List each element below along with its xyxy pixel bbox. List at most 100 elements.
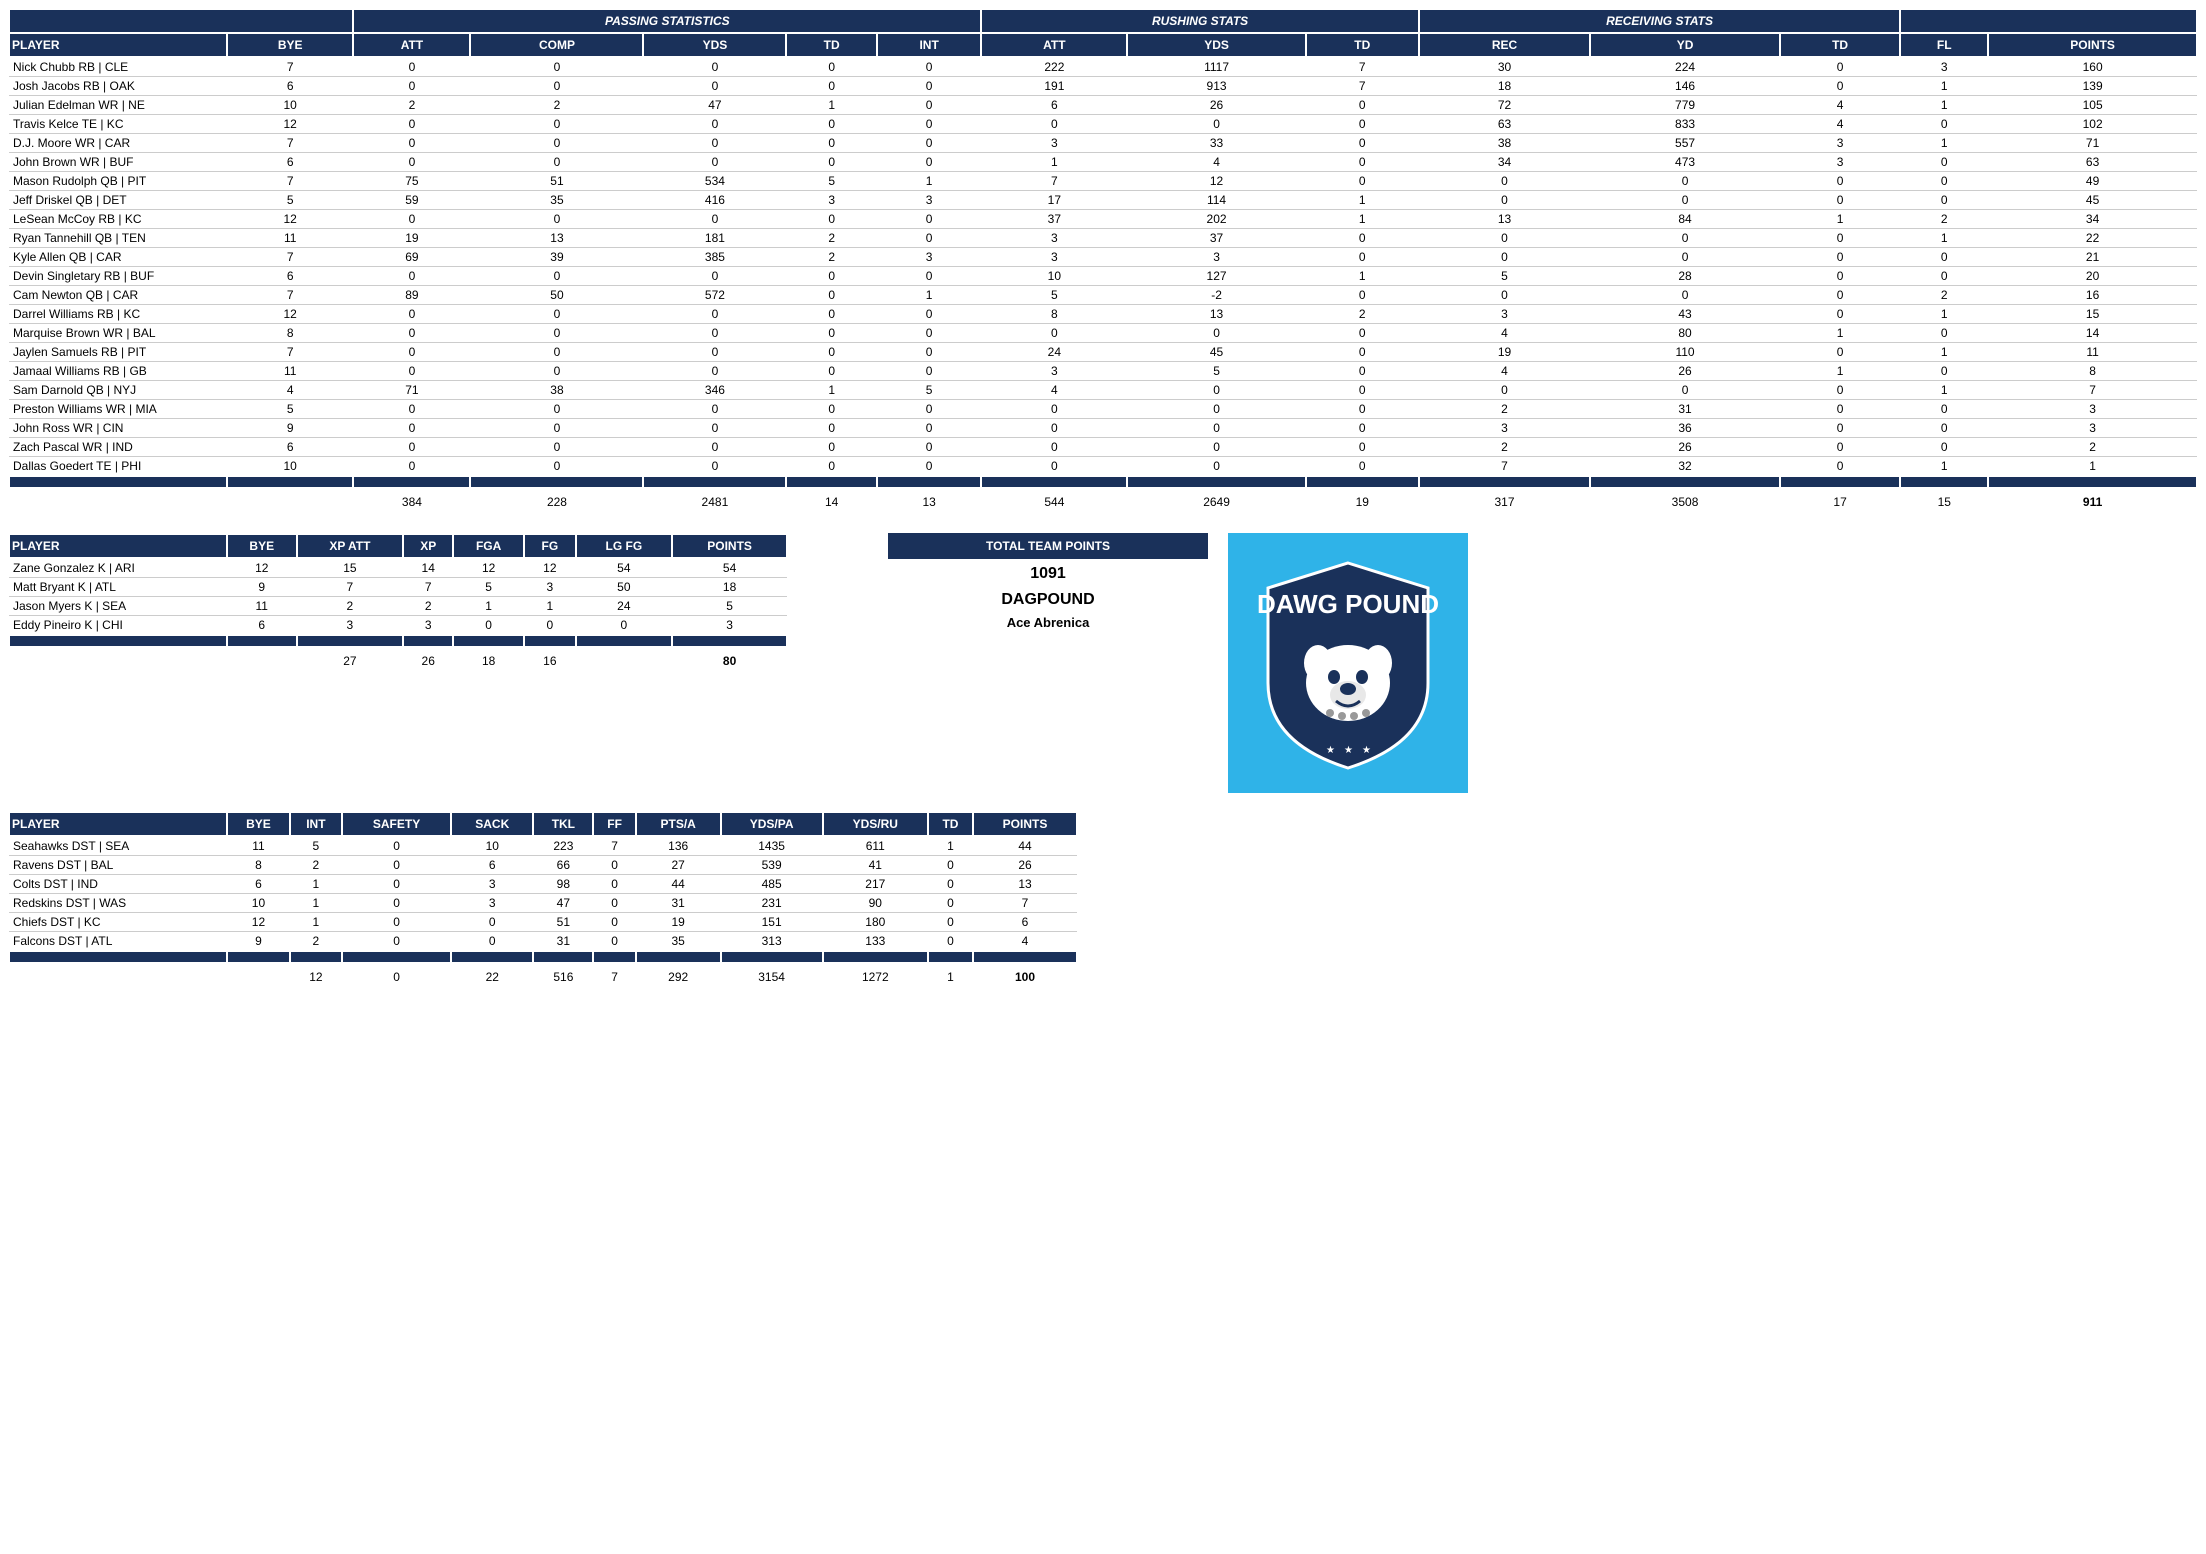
stat-cell: 0	[786, 400, 877, 419]
total-cell: 18	[453, 647, 524, 674]
stat-cell: 0	[1900, 362, 1988, 381]
stat-cell: 1	[1780, 324, 1900, 343]
stat-cell: 0	[877, 419, 981, 438]
stat-cell: 1	[524, 597, 575, 616]
table-row: Sam Darnold QB | NYJ471383461540000017	[9, 381, 2197, 400]
table-row: Marquise Brown WR | BAL8000000004801014	[9, 324, 2197, 343]
stat-cell: 7	[403, 578, 453, 597]
stat-cell: 13	[1419, 210, 1590, 229]
stat-cell: 0	[470, 210, 643, 229]
total-cell: 22	[451, 963, 533, 990]
stat-cell: 0	[877, 57, 981, 77]
stat-cell: 90	[823, 894, 928, 913]
stat-cell: 0	[1127, 115, 1305, 134]
stat-cell: 7	[973, 894, 1077, 913]
stat-cell: 0	[877, 324, 981, 343]
stat-cell: 102	[1988, 115, 2197, 134]
stat-cell: 0	[1127, 438, 1305, 457]
player-cell: Falcons DST | ATL	[9, 932, 227, 952]
stat-cell: 0	[1900, 153, 1988, 172]
stat-cell: 0	[353, 343, 470, 362]
stat-cell: 0	[451, 913, 533, 932]
column-header: FL	[1900, 33, 1988, 57]
stat-cell: 0	[1900, 324, 1988, 343]
stat-cell: 2	[1988, 438, 2197, 457]
stat-cell: 0	[1306, 134, 1419, 153]
stat-cell: 2	[297, 597, 404, 616]
stat-cell: 0	[1127, 419, 1305, 438]
player-cell: Mason Rudolph QB | PIT	[9, 172, 227, 191]
column-header: TD	[928, 812, 973, 836]
stat-cell: 17	[981, 191, 1127, 210]
stat-cell: 28	[1590, 267, 1780, 286]
stat-cell: 572	[643, 286, 786, 305]
stat-cell: 32	[1590, 457, 1780, 477]
table-row: Jeff Driskel QB | DET5593541633171141000…	[9, 191, 2197, 210]
table-row: Matt Bryant K | ATL977535018	[9, 578, 787, 597]
table-row: Mason Rudolph QB | PIT775515345171200000…	[9, 172, 2197, 191]
stat-cell: 2	[786, 229, 877, 248]
column-header: YDS	[1127, 33, 1305, 57]
column-group-header	[1900, 9, 2197, 33]
total-cell: 16	[524, 647, 575, 674]
stat-cell: 0	[877, 77, 981, 96]
stat-cell: 1	[1900, 457, 1988, 477]
stat-cell: 0	[1306, 172, 1419, 191]
player-cell: Jaylen Samuels RB | PIT	[9, 343, 227, 362]
stat-cell: 0	[981, 400, 1127, 419]
stat-cell: 1	[1900, 134, 1988, 153]
stat-cell: 0	[1306, 96, 1419, 115]
stat-cell: 18	[672, 578, 787, 597]
stat-cell: 0	[877, 362, 981, 381]
stat-cell: 26	[1127, 96, 1305, 115]
stat-cell: 63	[1419, 115, 1590, 134]
stat-cell: 0	[1306, 343, 1419, 362]
player-cell: Jason Myers K | SEA	[9, 597, 227, 616]
stat-cell: 20	[1988, 267, 2197, 286]
stat-cell: 5	[227, 191, 353, 210]
stat-cell: 1	[1780, 210, 1900, 229]
stat-cell: 12	[1127, 172, 1305, 191]
stat-cell: 0	[342, 932, 451, 952]
stat-cell: 31	[1590, 400, 1780, 419]
stat-cell: 0	[1900, 267, 1988, 286]
stat-cell: 6	[227, 153, 353, 172]
stat-cell: 12	[227, 913, 290, 932]
stat-cell: 13	[973, 875, 1077, 894]
stat-cell: 416	[643, 191, 786, 210]
stat-cell: 38	[1419, 134, 1590, 153]
stat-cell: 0	[1419, 229, 1590, 248]
stat-cell: 0	[353, 134, 470, 153]
total-cell: 7	[593, 963, 635, 990]
stat-cell: 1	[1306, 210, 1419, 229]
stat-cell: 0	[1780, 381, 1900, 400]
stat-cell: 0	[353, 77, 470, 96]
table-row: Eddy Pineiro K | CHI6330003	[9, 616, 787, 636]
stat-cell: 0	[1900, 191, 1988, 210]
stat-cell: 8	[227, 324, 353, 343]
stat-cell: 0	[353, 419, 470, 438]
stat-cell: 2	[1419, 400, 1590, 419]
stat-cell: 5	[227, 400, 353, 419]
stat-cell: 59	[353, 191, 470, 210]
stat-cell: 7	[227, 172, 353, 191]
stat-cell: 1	[928, 836, 973, 856]
stat-cell: 0	[786, 438, 877, 457]
stat-cell: 0	[643, 343, 786, 362]
stat-cell: 0	[786, 134, 877, 153]
stat-cell: 139	[1988, 77, 2197, 96]
stat-cell: 6	[451, 856, 533, 875]
player-cell: Ravens DST | BAL	[9, 856, 227, 875]
total-cell: 911	[1988, 488, 2197, 515]
stat-cell: 0	[786, 305, 877, 324]
stat-cell: 0	[1900, 400, 1988, 419]
stat-cell: 10	[227, 96, 353, 115]
stat-cell: 7	[227, 248, 353, 267]
column-header: YDS	[643, 33, 786, 57]
stat-cell: 4	[227, 381, 353, 400]
stat-cell: 98	[533, 875, 593, 894]
stat-cell: 0	[353, 400, 470, 419]
stat-cell: 10	[451, 836, 533, 856]
stat-cell: 127	[1127, 267, 1305, 286]
stat-cell: 45	[1988, 191, 2197, 210]
